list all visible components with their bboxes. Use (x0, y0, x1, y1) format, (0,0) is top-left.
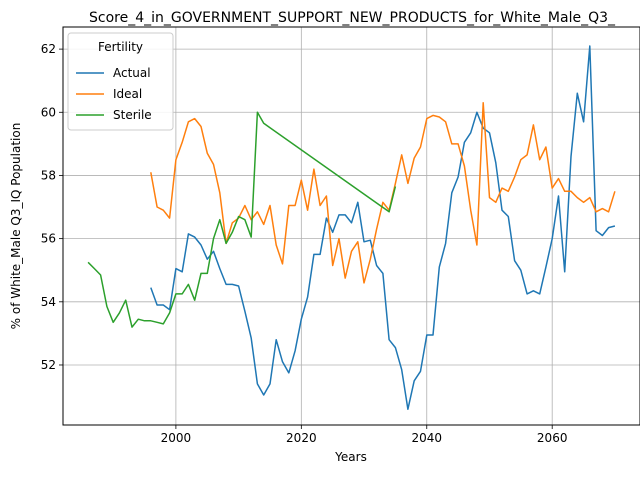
axes: 2000 2020 2040 2060 52 54 56 58 60 62 (41, 42, 568, 445)
y-tick-label: 58 (41, 168, 56, 182)
legend-label-ideal: Ideal (113, 87, 142, 101)
x-tick-label: 2060 (537, 431, 568, 445)
legend-box (67, 32, 174, 131)
y-tick-label: 62 (41, 42, 56, 56)
y-axis-label: % of White_Male Q3_IQ Population (9, 123, 23, 330)
y-tick-label: 60 (41, 105, 56, 119)
legend-title: Fertility (98, 40, 143, 54)
plot-frame (62, 26, 640, 426)
x-tick-label: 2020 (286, 431, 317, 445)
legend-label-actual: Actual (113, 66, 151, 80)
legend: Fertility Actual Ideal Sterile (67, 32, 174, 131)
series-lines (87, 45, 616, 410)
x-axis-label: Years (334, 450, 367, 464)
legend-label-sterile: Sterile (113, 108, 152, 122)
x-tick-label: 2040 (411, 431, 442, 445)
y-tick-label: 56 (41, 232, 56, 246)
chart-title: Score_4_in_GOVERNMENT_SUPPORT_NEW_PRODUC… (89, 10, 616, 26)
series-line-ideal (150, 102, 616, 284)
x-tick-label: 2000 (161, 431, 192, 445)
series-line-sterile (87, 111, 397, 328)
series-line-actual (150, 45, 616, 410)
y-tick-label: 52 (41, 358, 56, 372)
y-tick-label: 54 (41, 295, 56, 309)
